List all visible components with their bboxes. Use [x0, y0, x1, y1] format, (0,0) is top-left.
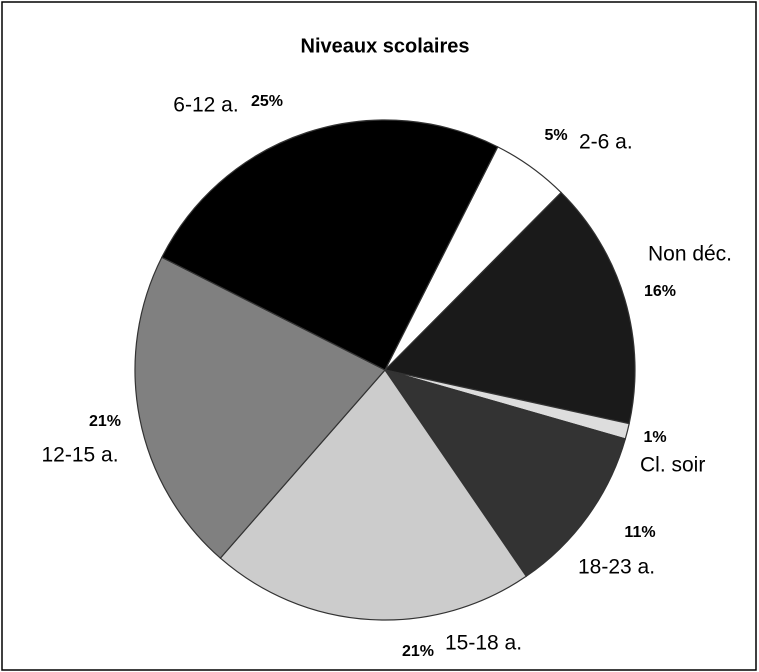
category-label: 12-15 a.	[41, 444, 118, 467]
chart-title: Niveaux scolaires	[301, 35, 470, 57]
data-label: 11%	[624, 524, 655, 541]
category-label: 18-23 a.	[578, 556, 655, 579]
category-label: Cl. soir	[640, 454, 705, 477]
pie-slice	[219, 369, 528, 621]
data-label: 5%	[544, 127, 567, 144]
category-label: 2-6 a.	[579, 131, 633, 154]
pie-slice	[383, 368, 627, 578]
pie-slice	[134, 256, 386, 559]
category-label: Non déc.	[648, 243, 732, 266]
pie-slice	[383, 191, 636, 425]
pie-slice	[161, 119, 499, 371]
data-label: 16%	[644, 283, 676, 300]
data-label: 21%	[89, 413, 121, 430]
category-label: 6-12 a.	[173, 94, 238, 117]
data-label: 1%	[643, 429, 666, 446]
data-label: 21%	[402, 643, 434, 660]
category-label: 15-18 a.	[445, 632, 522, 655]
data-label: 25%	[251, 93, 283, 110]
